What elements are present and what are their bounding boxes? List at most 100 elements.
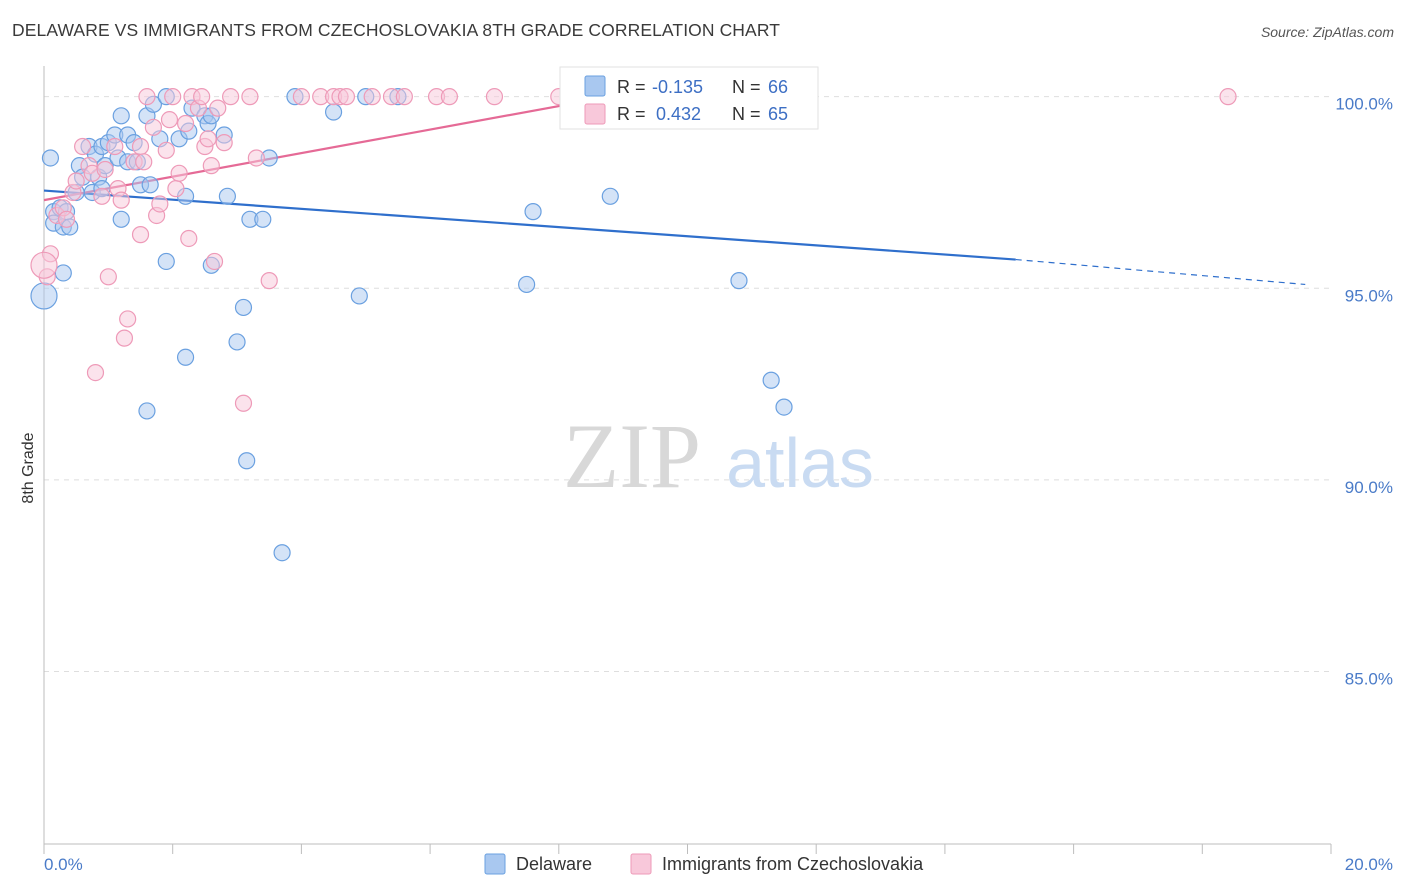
point-delaware	[730, 272, 748, 290]
point-czechoslovakia	[135, 153, 153, 171]
point-delaware	[524, 203, 542, 221]
point-czechoslovakia	[170, 164, 188, 182]
point-czechoslovakia	[131, 226, 150, 244]
point-czechoslovakia	[176, 114, 195, 133]
y-tick-labels: 85.0% 90.0% 95.0% 100.0%	[1335, 95, 1393, 689]
legend-swatch-delaware	[584, 75, 606, 97]
grid-lines	[44, 96, 1331, 673]
point-delaware	[324, 103, 343, 121]
legend-r-label-2: R =	[617, 104, 646, 124]
legend-r-label-1: R =	[617, 77, 646, 97]
point-czechoslovakia	[247, 149, 265, 167]
legend-swatch-czech	[584, 103, 606, 125]
point-delaware	[762, 371, 780, 389]
point-czechoslovakia	[30, 251, 58, 279]
x-tick-label-min: 0.0%	[44, 855, 83, 874]
point-delaware	[41, 149, 60, 167]
point-delaware	[238, 452, 256, 470]
point-czechoslovakia	[485, 88, 504, 106]
point-delaware	[273, 544, 291, 562]
bottom-legend-swatch-czech	[630, 853, 652, 875]
point-czechoslovakia	[209, 99, 227, 117]
legend-n-label-1: N =	[732, 77, 761, 97]
point-czechoslovakia	[395, 88, 413, 106]
x-tick-labels: 0.0% 20.0%	[44, 855, 1393, 874]
bottom-legend: Delaware Immigrants from Czechoslovakia	[484, 853, 924, 875]
data-points	[30, 88, 1237, 562]
point-czechoslovakia	[67, 172, 85, 190]
legend-r-value-1: -0.135	[652, 77, 703, 97]
point-delaware	[112, 107, 130, 125]
point-czechoslovakia	[131, 137, 150, 156]
point-czechoslovakia	[167, 180, 185, 198]
source-label: Source: ZipAtlas.com	[1260, 24, 1394, 40]
point-czechoslovakia	[1219, 88, 1237, 106]
y-tick-label: 85.0%	[1345, 670, 1393, 689]
chart-title: DELAWARE VS IMMIGRANTS FROM CZECHOSLOVAK…	[12, 20, 781, 40]
legend-n-label-2: N =	[732, 104, 761, 124]
point-czechoslovakia	[151, 195, 169, 213]
legend: R = -0.135 N = 66 R = 0.432 N = 65	[559, 66, 819, 130]
point-delaware	[141, 176, 159, 194]
point-czechoslovakia	[96, 160, 114, 179]
bottom-legend-label-delaware: Delaware	[516, 854, 592, 874]
point-delaware	[112, 210, 130, 228]
trend-line-delaware	[43, 189, 1016, 261]
y-axis-label: 8th Grade	[20, 432, 37, 503]
point-delaware	[350, 287, 368, 305]
point-czechoslovakia	[106, 137, 124, 156]
point-czechoslovakia	[234, 394, 253, 412]
point-czechoslovakia	[260, 272, 278, 290]
point-delaware	[775, 398, 793, 416]
x-tick-label-max: 20.0%	[1345, 855, 1393, 874]
point-czechoslovakia	[337, 88, 356, 106]
watermark-atlas: atlas	[726, 424, 874, 502]
point-czechoslovakia	[157, 141, 175, 159]
point-czechoslovakia	[222, 88, 240, 106]
point-czechoslovakia	[119, 310, 137, 328]
legend-r-value-2: 0.432	[656, 104, 701, 124]
legend-n-value-1: 66	[768, 77, 788, 97]
trend-line-delaware-extension	[1015, 258, 1306, 286]
bottom-legend-swatch-delaware	[484, 853, 506, 875]
watermark: ZIP atlas	[563, 405, 874, 507]
point-delaware	[138, 402, 156, 420]
point-czechoslovakia	[74, 137, 92, 156]
point-delaware	[54, 264, 72, 282]
point-czechoslovakia	[205, 252, 224, 271]
watermark-zip: ZIP	[563, 405, 701, 507]
point-czechoslovakia	[199, 130, 217, 148]
point-czechoslovakia	[93, 187, 111, 205]
point-czechoslovakia	[202, 157, 220, 175]
point-czechoslovakia	[99, 268, 117, 286]
point-delaware	[30, 282, 58, 310]
axes	[43, 66, 1332, 854]
legend-n-value-2: 65	[768, 104, 788, 124]
y-tick-label: 95.0%	[1345, 286, 1393, 305]
point-czechoslovakia	[160, 111, 179, 129]
y-tick-label: 100.0%	[1335, 95, 1393, 114]
point-czechoslovakia	[241, 88, 259, 106]
point-czechoslovakia	[363, 88, 381, 106]
y-tick-label: 90.0%	[1345, 478, 1393, 497]
point-delaware	[228, 333, 246, 351]
point-czechoslovakia	[115, 329, 134, 347]
point-czechoslovakia	[57, 210, 76, 228]
point-czechoslovakia	[144, 118, 162, 136]
point-czechoslovakia	[112, 191, 130, 209]
point-delaware	[157, 252, 175, 271]
point-czechoslovakia	[180, 229, 198, 248]
point-delaware	[254, 210, 272, 228]
point-czechoslovakia	[440, 88, 459, 106]
point-delaware	[518, 275, 536, 294]
point-czechoslovakia	[138, 88, 156, 106]
bottom-legend-label-czech: Immigrants from Czechoslovakia	[662, 854, 924, 874]
point-delaware	[601, 187, 619, 205]
point-delaware	[218, 187, 236, 205]
point-delaware	[176, 348, 195, 366]
point-czechoslovakia	[215, 134, 233, 152]
point-delaware	[234, 298, 253, 317]
point-czechoslovakia	[86, 364, 105, 382]
point-czechoslovakia	[164, 88, 182, 106]
